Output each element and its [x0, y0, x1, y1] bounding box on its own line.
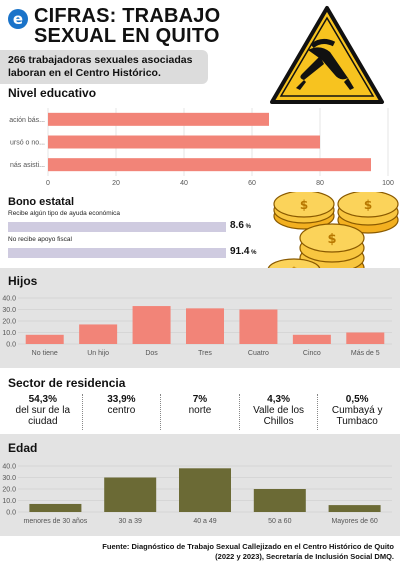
source-note: Fuente: Diagnóstico de Trabajo Sexual Ca…: [102, 542, 394, 561]
residencia-pct: 7%: [192, 394, 208, 405]
bar: [104, 477, 157, 512]
residencia-label: Cumbayá y Tumbaco: [331, 405, 383, 427]
residencia-stats: 54,3% del sur de la ciudad 33,9% centro 7% no…: [4, 394, 396, 430]
bar: [253, 489, 306, 512]
svg-text:$: $: [327, 232, 336, 247]
y-category-label: ación bás...: [9, 117, 45, 124]
x-category-label: Más de 5: [351, 350, 380, 357]
bar: [239, 309, 278, 344]
x-category-label: Mayores de 60: [331, 518, 377, 525]
x-category-label: 40 a 49: [193, 518, 216, 525]
residencia-label: norte: [188, 405, 212, 416]
y-tick-label: 40.0: [2, 296, 16, 303]
y-tick-label: 0.0: [6, 342, 16, 349]
svg-text:$: $: [364, 198, 372, 212]
education-chart: 0 20 40 60 80 100 ación bás... ursó o no... nás …: [9, 108, 394, 187]
residencia-stat: 54,3% del sur de la ciudad: [4, 394, 82, 430]
y-category-label: ursó o no...: [10, 140, 45, 147]
x-tick-label: 100: [382, 180, 394, 187]
bono-chart: Recibe algún tipo de ayuda económica 8.6 …: [0, 208, 300, 264]
education-bar: [48, 112, 269, 126]
subtitle-text: 266 trabajadoras sexuales asociadas labo…: [8, 54, 193, 79]
x-category-label: Dos: [145, 350, 158, 357]
logo-letter: e: [12, 10, 24, 28]
x-category-label: menores de 30 años: [23, 518, 87, 525]
x-tick-label: 40: [180, 180, 188, 187]
residencia-title: Sector de residencia: [8, 376, 126, 390]
residencia-pct: 0,5%: [345, 394, 369, 405]
education-title: Nivel educativo: [8, 86, 97, 100]
residencia-label: centro: [107, 405, 136, 416]
bono-category-label: Recibe algún tipo de ayuda económica: [8, 210, 121, 217]
y-tick-label: 0.0: [6, 510, 16, 517]
x-category-label: No tiene: [32, 350, 58, 357]
title-line-2: SEXUAL EN QUITO: [34, 25, 220, 47]
hijos-title: Hijos: [8, 274, 38, 288]
education-bar: [48, 158, 371, 172]
residencia-stat: 0,5% Cumbayá y Tumbaco: [317, 394, 396, 430]
bono-title: Bono estatal: [8, 196, 75, 208]
bar: [186, 308, 224, 344]
residencia-stat: 4,3% Valle de los Chillos: [238, 394, 318, 430]
title-line-1: CIFRAS: TRABAJO: [34, 5, 221, 27]
bar: [79, 324, 118, 344]
bar: [346, 332, 385, 344]
bar: [29, 503, 82, 512]
page-title: CIFRAS: TRABAJO SEXUAL EN QUITO: [34, 6, 220, 46]
residencia-stat: 33,9% centro: [81, 394, 161, 430]
bar: [25, 334, 64, 344]
x-category-label: 50 a 60: [268, 518, 291, 525]
bono-value-label: 91.4 %: [230, 246, 257, 257]
y-tick-label: 10.0: [2, 498, 16, 505]
residencia-pct: 4,3%: [267, 394, 290, 405]
y-tick-label: 10.0: [2, 330, 16, 337]
x-tick-label: 0: [46, 180, 50, 187]
edad-chart: 0.0 10.0 20.0 30.0 40.0 menores de 30 años 30 …: [2, 464, 392, 525]
residencia-label: Valle de los Chillos: [253, 405, 305, 427]
logo-icon: e: [8, 9, 28, 29]
residencia-pct: 54,3%: [28, 394, 57, 405]
hijos-chart: 0.0 10.0 20.0 30.0 40.0 No tiene Un hijo Dos Tre…: [2, 296, 392, 357]
education-bar: [48, 135, 320, 149]
x-category-label: Tres: [198, 350, 212, 357]
residencia-stat: 7% norte: [160, 394, 239, 430]
y-tick-label: 20.0: [2, 487, 16, 494]
bono-category-label: No recibe apoyo fiscal: [8, 236, 72, 243]
bono-bar: [8, 222, 226, 232]
bar: [328, 505, 381, 512]
x-tick-label: 80: [316, 180, 324, 187]
bar: [179, 468, 231, 512]
x-tick-label: 20: [112, 180, 120, 187]
residencia-label: del sur de la ciudad: [15, 405, 71, 427]
residencia-pct: 33,9%: [107, 394, 136, 405]
subtitle-box: 266 trabajadoras sexuales asociadas labo…: [0, 50, 208, 84]
y-tick-label: 30.0: [2, 307, 16, 314]
y-tick-label: 40.0: [2, 464, 16, 471]
bono-bar: [8, 248, 226, 258]
y-category-label: nás asisti...: [10, 162, 45, 169]
x-category-label: Cinco: [303, 350, 321, 357]
svg-text:$: $: [300, 198, 308, 212]
bar: [132, 306, 171, 344]
y-tick-label: 20.0: [2, 319, 16, 326]
x-category-label: Un hijo: [87, 350, 109, 357]
x-tick-label: 60: [248, 180, 256, 187]
x-category-label: Cuatro: [248, 350, 269, 357]
warning-sign-icon: [270, 6, 384, 104]
y-tick-label: 30.0: [2, 475, 16, 482]
x-category-label: 30 a 39: [119, 518, 142, 525]
bono-value-label: 8.6 %: [230, 220, 251, 231]
bar: [292, 334, 331, 344]
edad-title: Edad: [8, 441, 38, 455]
